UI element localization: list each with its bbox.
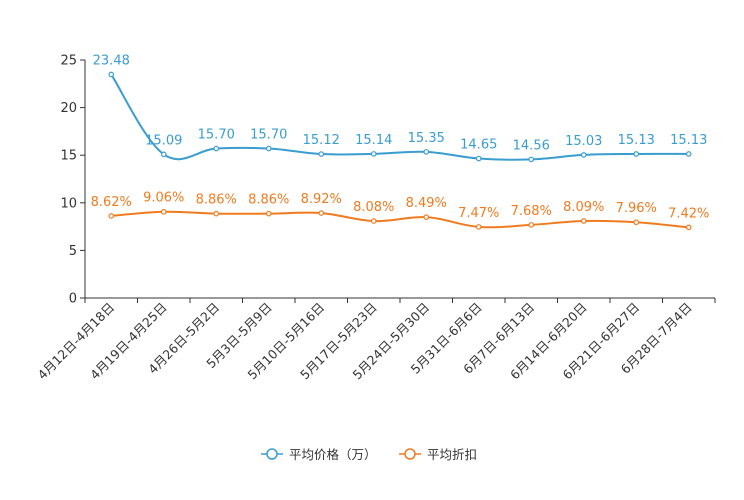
- legend-label: 平均折扣: [427, 447, 477, 462]
- y-tick-label: 20: [60, 101, 77, 116]
- data-point: [160, 151, 167, 158]
- data-label: 15.35: [408, 131, 445, 146]
- data-point: [370, 218, 377, 224]
- data-point: [528, 156, 535, 163]
- legend-circle-icon: [404, 448, 416, 460]
- data-label: 8.86%: [196, 193, 237, 208]
- data-point: [423, 149, 430, 155]
- data-point: [580, 218, 587, 224]
- data-label: 8.49%: [406, 196, 447, 211]
- data-label: 7.47%: [458, 206, 499, 221]
- data-point: [160, 208, 167, 215]
- data-point: [423, 214, 430, 220]
- legend-label: 平均价格（万）: [289, 447, 377, 462]
- data-point: [108, 71, 115, 78]
- data-point: [633, 151, 640, 157]
- data-point: [685, 151, 692, 157]
- data-label: 14.65: [460, 138, 497, 153]
- data-label: 8.62%: [91, 195, 132, 210]
- y-tick-label: 15: [60, 149, 77, 164]
- legend-item-avg-discount[interactable]: 平均折扣: [399, 447, 477, 462]
- data-label: 15.70: [198, 128, 235, 143]
- data-point: [370, 151, 377, 157]
- data-point: [633, 219, 640, 226]
- data-point: [580, 152, 587, 158]
- legend-circle-icon: [266, 448, 278, 460]
- legend-item-avg-price[interactable]: 平均价格（万）: [261, 447, 377, 462]
- data-label: 15.03: [565, 134, 602, 149]
- data-point: [265, 145, 272, 152]
- data-point: [108, 213, 115, 219]
- data-point: [318, 151, 325, 157]
- data-label: 8.92%: [301, 192, 342, 207]
- y-tick-label: 5: [69, 244, 77, 259]
- data-label: 8.09%: [563, 200, 604, 215]
- data-label: 15.14: [355, 133, 392, 148]
- data-labels: 23.48 15.09 15.70 15.70 15.12 15.14 15.35 14.65…: [91, 53, 710, 221]
- data-label: 9.06%: [143, 191, 184, 206]
- data-label: 15.70: [250, 128, 287, 143]
- data-label: 15.13: [670, 133, 707, 148]
- data-point: [265, 210, 272, 217]
- data-label: 14.56: [513, 138, 550, 153]
- data-label: 15.12: [303, 133, 340, 148]
- data-label: 7.96%: [616, 201, 657, 216]
- data-point: [528, 222, 535, 228]
- data-point: [213, 210, 220, 217]
- data-label: 8.86%: [248, 193, 289, 208]
- series-line-1: [111, 210, 689, 229]
- data-point: [213, 145, 220, 152]
- data-label: 8.08%: [353, 200, 394, 215]
- data-point: [475, 224, 482, 230]
- legend: 平均价格（万） 平均折扣: [261, 447, 477, 462]
- y-tick-label: 25: [60, 54, 77, 69]
- data-label: 23.48: [93, 53, 130, 68]
- y-tick-label: 0: [69, 292, 77, 307]
- data-point: [685, 224, 692, 231]
- data-label: 15.09: [145, 133, 182, 148]
- data-point: [475, 155, 482, 162]
- y-tick-label: 10: [60, 196, 77, 211]
- axes: 05101520254月12日-4月18日4月19日-4月25日4月26日-5月…: [34, 54, 716, 382]
- data-label: 15.13: [618, 133, 655, 148]
- data-label: 7.68%: [511, 204, 552, 219]
- data-point: [318, 210, 325, 216]
- data-label: 7.42%: [668, 206, 709, 221]
- series-layer: [108, 71, 692, 231]
